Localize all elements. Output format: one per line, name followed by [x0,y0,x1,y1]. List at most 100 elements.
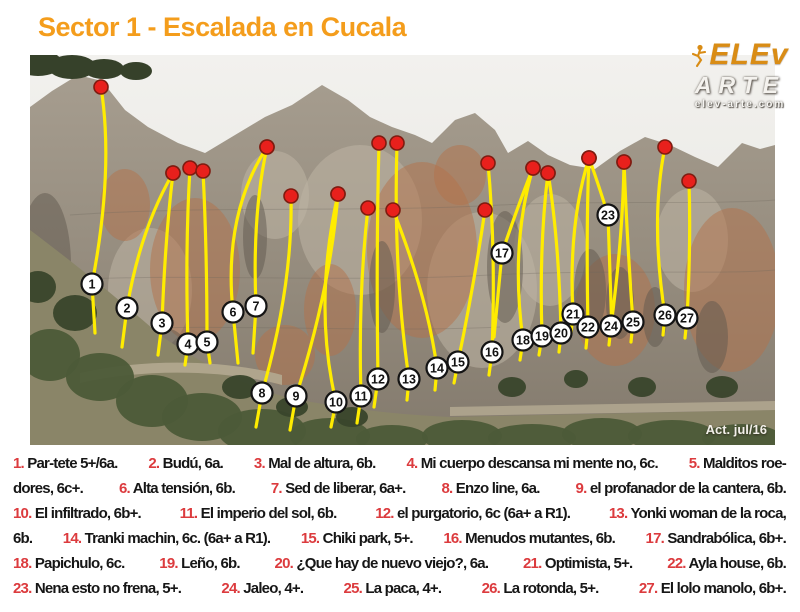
legend-route-text: el profanador de la cantera, 6b. [589,480,787,497]
route-line [372,141,381,409]
route-line [254,194,293,429]
route-top-anchor-dot [283,188,299,204]
legend-route-text: Mi cuerpo descansa mi mente no, 6c. [420,455,659,472]
route-line [288,192,340,432]
climber-icon [692,44,707,68]
legend-route-number: 9. [575,480,588,497]
legend-route-entry: 23. Nena esto no frena, 5+. [13,580,182,597]
route-number-marker [561,302,585,326]
route-number-marker [250,381,274,405]
legend-route-text: Papichulo, 6c. [34,555,125,572]
route-number-label: 8 [259,387,266,401]
route-number-marker [195,330,219,354]
route-number-label: 7 [253,300,260,314]
legend-route-number: 18. [13,555,32,572]
route-line [394,141,411,402]
legend-route-entry: 9. el profanador de la cantera, 6b. [575,480,787,497]
legend-route-number: 5. [688,455,701,472]
route-number-label: 24 [604,320,618,334]
legend-route-number: 10. [13,505,32,522]
logo-url: elev-arte.com [694,99,786,110]
legend-route-text: El infiltrado, 6b+. [34,505,142,522]
legend-route-number: 22. [667,555,686,572]
legend-route-number: 12. [375,505,394,522]
legend-route-number: 7. [270,480,283,497]
legend-route-text: La paca, 4+. [365,580,442,597]
legend-route-number: 15. [300,530,320,547]
route-line [323,192,340,429]
route-top-anchor-dot [389,135,405,151]
legend-route-number: 13. [608,505,628,522]
legend-route-entry: 14. Tranki machin, 6c. (6a+ a R1). [63,530,271,547]
updated-date-label: Act. jul/16 [705,422,767,437]
logo-elev-text: ELEv [709,38,789,71]
route-number-marker [490,241,514,265]
route-number-marker [324,390,348,414]
legend-route-number: 6. [118,480,131,497]
route-number-label: 1 [89,278,96,292]
legend-route-number: 26. [481,580,501,597]
route-number-label: 20 [554,327,568,341]
legend-route-text: La rotonda, 5+. [503,580,599,597]
legend-route-text: El imperio del sol, 6b. [200,505,338,522]
legend-route-entry: 13. Yonki woman de la roca, [608,505,787,522]
legend-route-number: 8. [441,480,453,497]
legend-line: 10. El infiltrado, 6b+. 11. El imperio de… [13,505,787,530]
route-number-label: 19 [535,330,549,344]
legend-route-entry: 22. Ayla house, 6b. [667,555,787,572]
legend-route-number: 25. [343,580,363,597]
legend-route-entry: 25. La paca, 4+. [343,580,443,597]
legend-route-entry: 6. Alta tensión, 6b. [118,480,236,497]
legend-route-entry: 10. El infiltrado, 6b+. [13,505,142,522]
legend-route-number: 27. [638,580,658,597]
legend-route-text: Sandrabólica, 6b+. [667,530,786,547]
route-number-label: 26 [658,309,672,323]
route-number-label: 17 [495,247,509,261]
route-number-label: 4 [185,338,192,352]
route-top-anchor-dot [657,139,673,155]
legend-route-number: 20. [274,555,294,572]
legend-route-number: 14. [62,530,82,547]
route-number-marker [244,294,268,318]
legend-route-number: 17. [645,530,665,547]
legend-route-entry: dores, 6c+. [13,480,84,497]
legend-route-text: Mal de altura, 6b. [268,455,376,472]
route-number-marker [425,356,449,380]
legend-route-entry: 8. Enzo line, 6a. [441,480,540,497]
route-line [355,206,370,425]
legend-route-entry: 20. ¿Que hay de nuevo viejo?, 6a. [274,555,490,572]
scrub-slope [30,230,775,445]
route-top-anchor-dot [681,173,697,189]
legend-route-entry: 16. Menudos mutantes, 6b. [443,530,616,547]
route-number-label: 15 [451,356,465,370]
logo-elev: ELEv [688,40,792,70]
route-number-marker [446,350,470,374]
legend-route-entry: 12. el purgatorio, 6c (6a+ a R1). [375,505,571,522]
legend-line: 23. Nena esto no frena, 5+. 24. Jaleo, 4+… [13,580,787,605]
legend-route-text: Par-tete 5+/6a. [27,455,118,472]
legend-route-entry: 21. Optimista, 5+. [523,555,633,572]
route-number-marker [596,203,620,227]
route-number-label: 21 [566,308,580,322]
legend-route-text: Malditos roe- [703,455,787,472]
legend-line: 1. Par-tete 5+/6a. 2. Budú, 6a. 3. Mal de … [13,455,787,480]
legend-route-number: 11. [179,505,198,522]
route-number-marker [366,367,390,391]
route-number-marker [397,367,421,391]
route-number-label: 23 [601,209,615,223]
route-number-label: 14 [430,362,444,376]
route-number-marker [150,311,174,335]
route-top-anchor-dot [360,200,376,216]
logo-arte: ARTE [694,72,786,98]
route-number-label: 3 [159,317,166,331]
legend-route-number: 3. [253,455,266,472]
page-title: Sector 1 - Escalada en Cucala [38,12,407,42]
route-number-marker [349,384,373,408]
route-number-label: 5 [204,336,211,350]
route-number-label: 2 [124,302,131,316]
crag-photo: 1 2 3 4 5 6 7 8 9 10 11 12 13 14 15 16 17 18 19 20 21 22 23 24 2… [30,55,775,445]
legend-route-entry: 5. Malditos roe- [688,455,787,472]
legend-route-number: 23. [13,580,32,597]
route-number-label: 25 [626,316,640,330]
